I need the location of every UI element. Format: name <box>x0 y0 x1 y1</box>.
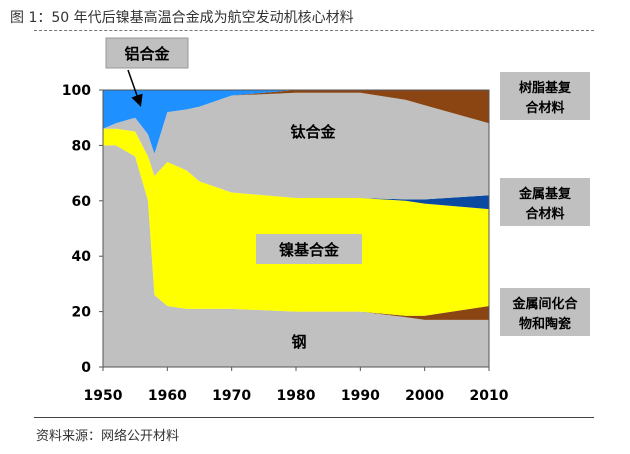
mmc-text-line: 金属基复 <box>518 186 572 202</box>
titanium-label: 钛合金 <box>290 123 336 141</box>
mmc-text-line: 合材料 <box>525 206 564 222</box>
steel-label-box <box>280 326 318 356</box>
area-series-2 <box>103 128 489 316</box>
mmc-label-box <box>500 178 590 226</box>
resin-label: 树脂基复合材料 <box>519 80 572 116</box>
x-tick-label: 1950 <box>84 388 123 404</box>
area-series-0 <box>103 145 489 367</box>
x-tick-label: 1960 <box>148 388 187 404</box>
y-tick-label: 100 <box>62 83 91 99</box>
y-tick-label: 0 <box>81 360 91 376</box>
area-series-5 <box>103 90 489 154</box>
steel-label: 钢 <box>291 333 306 351</box>
x-tick-label: 1970 <box>212 388 251 404</box>
intermetallic-label-box <box>500 288 590 336</box>
area-series-4 <box>103 92 489 200</box>
intermetallic-label: 金属间化合物和陶瓷 <box>511 296 578 332</box>
nickel-label: 镍基合金 <box>279 241 340 259</box>
resin-text-line: 合材料 <box>525 100 564 116</box>
aluminum-arrow <box>127 69 143 107</box>
y-tick-label: 60 <box>72 194 92 210</box>
source-note: 资料来源：网络公开材料 <box>36 429 180 444</box>
area-series-3 <box>103 128 489 210</box>
aluminum-label-box <box>105 37 189 69</box>
x-tick-label: 1980 <box>277 388 316 404</box>
top-rule <box>34 30 594 31</box>
y-tick-label: 80 <box>72 138 92 154</box>
y-tick-label: 20 <box>72 305 92 321</box>
mmc-label: 金属基复合材料 <box>518 186 572 222</box>
titanium-label-box <box>268 116 358 146</box>
y-tick-label: 40 <box>72 249 92 265</box>
x-tick-label: 2000 <box>405 388 444 404</box>
resin-text-line: 树脂基复 <box>519 80 572 96</box>
resin-label-box <box>500 72 590 120</box>
inter-text-line: 金属间化合 <box>511 296 578 312</box>
bottom-rule <box>34 417 594 418</box>
figure-title: 图 1：50 年代后镍基高温合金成为航空发动机核心材料 <box>10 10 354 26</box>
inter-text-line: 物和陶瓷 <box>519 316 571 332</box>
x-tick-label: 1990 <box>341 388 380 404</box>
aluminum-label: 铝合金 <box>124 45 170 63</box>
x-tick-label: 2010 <box>470 388 509 404</box>
area-series-6 <box>103 90 489 154</box>
nickel-label-box <box>256 234 362 264</box>
